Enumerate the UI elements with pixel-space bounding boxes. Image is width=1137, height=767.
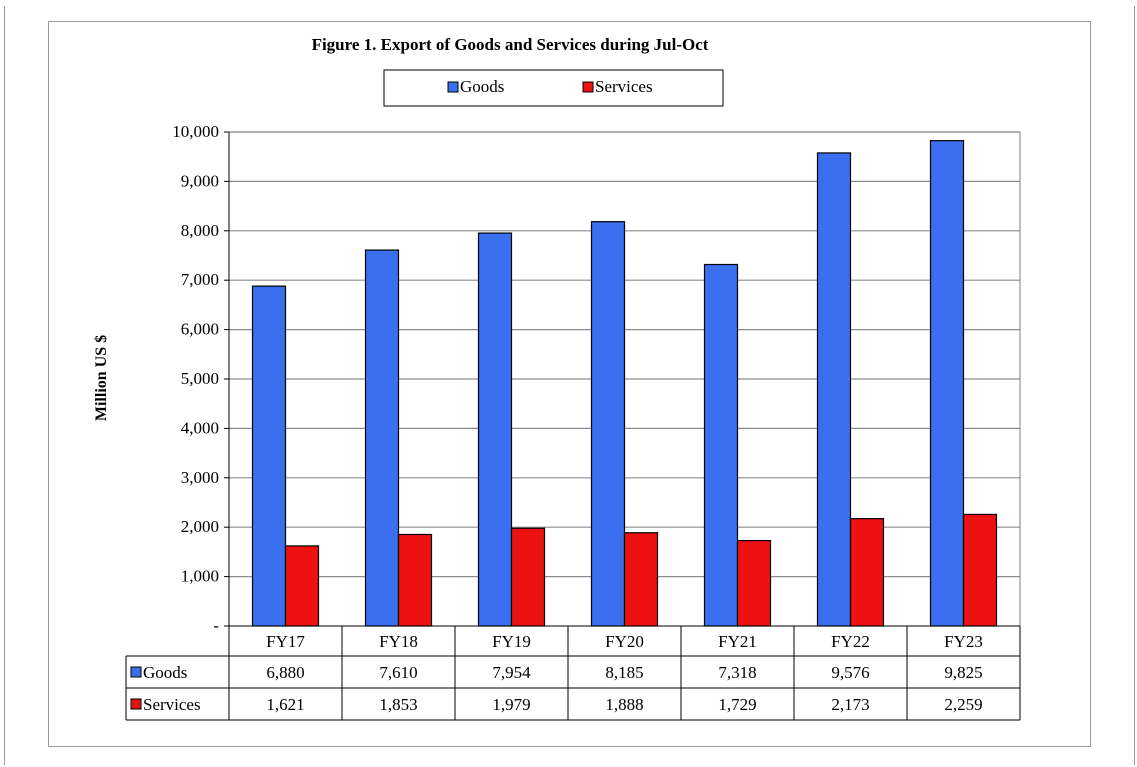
x-tick-label: FY23 [944,632,983,651]
data-label-services: 1,729 [718,695,756,714]
legend-swatch-goods [447,81,459,93]
x-tick-label: FY20 [605,632,644,651]
data-label-services: 2,259 [944,695,982,714]
y-tick-label: 9,000 [181,171,219,190]
bar-services-fy22 [849,518,885,627]
y-tick-label: 8,000 [181,221,219,240]
x-tick-label: FY22 [831,632,870,651]
data-label-goods: 7,318 [718,663,756,682]
bar-goods-fy21 [703,263,739,627]
data-label-goods: 7,610 [379,663,417,682]
table-row-label-goods: Goods [143,663,187,682]
y-tick-label: 2,000 [181,517,219,536]
chart-title: Figure 1. Export of Goods and Services d… [312,35,709,54]
data-label-goods: 8,185 [605,663,643,682]
plot-area: - 1,000 2,000 3,000 4,000 5,000 6,000 7,000 8,00… [172,122,1021,635]
y-tick-label: 1,000 [181,567,219,586]
y-tick-label: 10,000 [172,122,219,141]
data-table: FY17 FY18 FY19 FY20 FY21 FY22 FY23 Goods 6,880 7,… [125,625,1021,721]
data-label-goods: 7,954 [492,663,531,682]
table-swatch-services [130,698,142,710]
data-label-goods: 9,825 [944,663,982,682]
legend-label-services: Services [595,77,653,96]
x-tick-label: FY17 [266,632,305,651]
bar-goods-fy17 [251,285,287,627]
bar-goods-fy19 [477,232,513,627]
legend: Goods Services [383,69,724,107]
data-label-services: 2,173 [831,695,869,714]
table-swatch-goods [130,666,142,678]
bar-services-fy20 [623,532,659,627]
bar-goods-fy20 [590,221,626,627]
bar-goods-fy18 [364,249,400,627]
y-tick-label: 4,000 [181,418,219,437]
data-label-goods: 6,880 [266,663,304,682]
y-axis-label: Million US $ [93,335,110,421]
bar-services-fy17 [284,545,320,627]
y-tick-label: 5,000 [181,369,219,388]
bar-services-fy19 [510,527,546,627]
x-tick-label: FY18 [379,632,418,651]
y-tick-label: - [213,616,219,635]
bar-goods-fy23 [929,140,965,627]
data-label-goods: 9,576 [831,663,869,682]
y-tick-label: 3,000 [181,468,219,487]
data-label-services: 1,621 [266,695,304,714]
data-label-services: 1,979 [492,695,530,714]
table-row-label-services: Services [143,695,201,714]
bar-services-fy18 [397,533,433,627]
data-label-services: 1,853 [379,695,417,714]
bar-goods-fy22 [816,152,852,627]
bar-services-fy21 [736,539,772,627]
page-border [4,6,1135,765]
legend-label-goods: Goods [460,77,504,96]
bar-services-fy23 [962,513,998,627]
y-tick-label: 6,000 [181,320,219,339]
y-tick-label: 7,000 [181,270,219,289]
x-tick-label: FY19 [492,632,531,651]
x-tick-label: FY21 [718,632,757,651]
data-label-services: 1,888 [605,695,643,714]
legend-box [383,69,724,107]
legend-swatch-services [582,81,594,93]
